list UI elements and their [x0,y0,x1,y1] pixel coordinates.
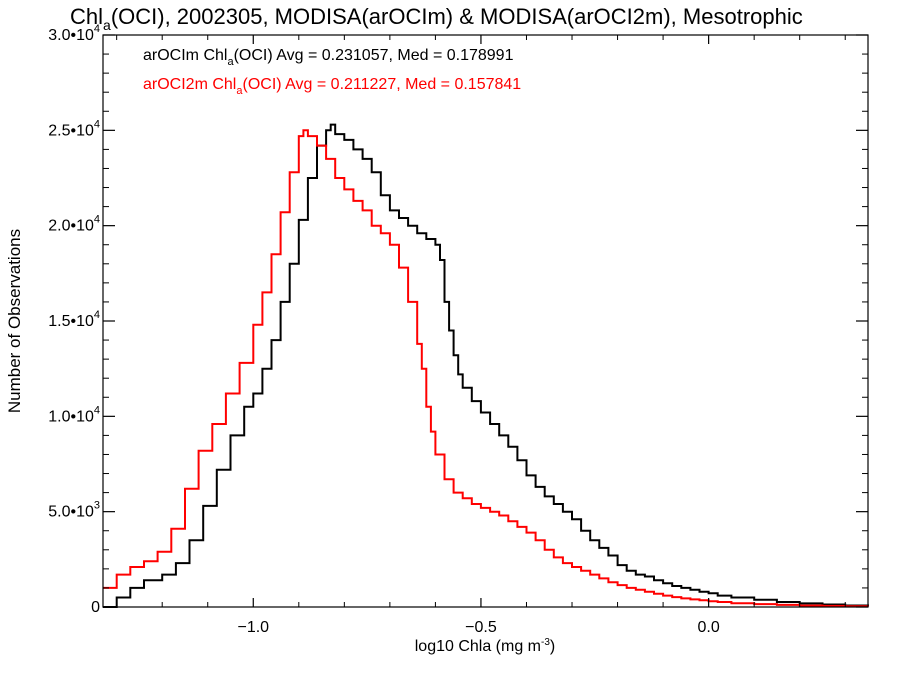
y-tick-label: 3.0•104 [48,23,100,44]
legend-entry-2: arOCI2m Chla(OCI) Avg = 0.211227, Med = … [143,76,521,97]
y-axis-label: Number of Observations [5,229,24,413]
chart-title: Chla(OCI), 2002305, MODISA(arOCIm) & MOD… [70,4,803,33]
x-tick-label: 0.0 [698,619,720,636]
series-layer [103,123,869,608]
title-prefix: Chl [70,4,103,29]
x-axis-label-sup: -3 [541,637,550,648]
x-axis-label-main: log10 Chla (mg m [415,638,541,655]
x-tick-label: −1.0 [237,619,269,636]
legend-entry-1: arOCIm Chla(OCI) Avg = 0.231057, Med = 0… [143,47,514,68]
y-tick-label: 2.0•104 [48,214,100,235]
x-axis-label-close: ) [550,638,555,655]
series-line-2 [103,129,869,608]
x-tick-label: −0.5 [465,619,497,636]
y-tick-label: 1.0•104 [48,404,100,425]
y-tick-label: 5.0•103 [48,500,100,521]
plot-area: −1.0 −0.5 0.0 0 5.0•103 1.0•104 1.5•104 2.0•104… [48,23,869,636]
series-line-1 [103,123,869,608]
y-tick-label: 2.5•104 [48,118,100,139]
y-tick-label: 1.5•104 [48,309,100,330]
y-tick-label: 0 [91,599,100,616]
legend: arOCIm Chla(OCI) Avg = 0.231057, Med = 0… [143,47,521,97]
x-axis-label: log10 Chla (mg m-3) [415,637,556,655]
title-subscript: a [103,17,111,33]
title-rest: (OCI), 2002305, MODISA(arOCIm) & MODISA(… [111,4,803,29]
plot-frame [102,34,869,608]
ticks-layer: −1.0 −0.5 0.0 0 5.0•103 1.0•104 1.5•104 2.0•104… [48,23,868,636]
